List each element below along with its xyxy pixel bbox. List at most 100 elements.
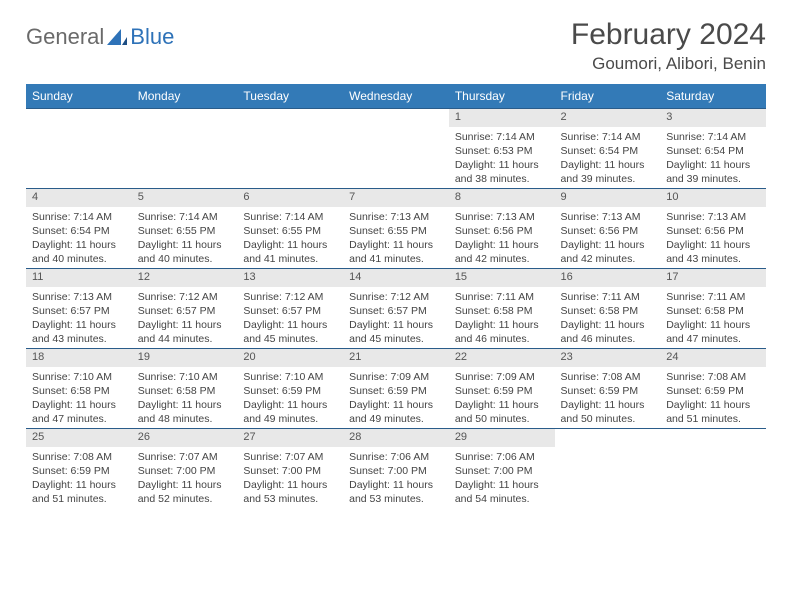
daylight-text: Daylight: 11 hours and 43 minutes. xyxy=(32,318,126,346)
daylight-text: Daylight: 11 hours and 41 minutes. xyxy=(349,238,443,266)
sunset-text: Sunset: 6:54 PM xyxy=(32,224,126,238)
day-detail-cell xyxy=(132,127,238,189)
location-text: Goumori, Alibori, Benin xyxy=(571,54,766,74)
weekday-header-row: Sunday Monday Tuesday Wednesday Thursday… xyxy=(26,84,766,109)
sunset-text: Sunset: 6:57 PM xyxy=(243,304,337,318)
day-number-cell: 14 xyxy=(343,269,449,287)
sunset-text: Sunset: 6:56 PM xyxy=(561,224,655,238)
sunrise-text: Sunrise: 7:11 AM xyxy=(455,290,549,304)
sunrise-text: Sunrise: 7:11 AM xyxy=(561,290,655,304)
day-detail-cell: Sunrise: 7:09 AMSunset: 6:59 PMDaylight:… xyxy=(343,367,449,429)
sunrise-text: Sunrise: 7:07 AM xyxy=(138,450,232,464)
month-title: February 2024 xyxy=(571,18,766,52)
sunrise-text: Sunrise: 7:08 AM xyxy=(666,370,760,384)
sunrise-text: Sunrise: 7:12 AM xyxy=(243,290,337,304)
brand-logo: General Blue xyxy=(26,18,174,50)
daylight-text: Daylight: 11 hours and 53 minutes. xyxy=(243,478,337,506)
daylight-text: Daylight: 11 hours and 51 minutes. xyxy=(32,478,126,506)
day-detail-cell: Sunrise: 7:14 AMSunset: 6:54 PMDaylight:… xyxy=(26,207,132,269)
sunrise-text: Sunrise: 7:08 AM xyxy=(561,370,655,384)
sunset-text: Sunset: 6:56 PM xyxy=(666,224,760,238)
day-detail-cell: Sunrise: 7:09 AMSunset: 6:59 PMDaylight:… xyxy=(449,367,555,429)
day-detail-cell xyxy=(343,127,449,189)
daylight-text: Daylight: 11 hours and 53 minutes. xyxy=(349,478,443,506)
sunrise-text: Sunrise: 7:14 AM xyxy=(666,130,760,144)
day-detail-cell: Sunrise: 7:11 AMSunset: 6:58 PMDaylight:… xyxy=(555,287,661,349)
day-number-cell: 6 xyxy=(237,189,343,207)
daylight-text: Daylight: 11 hours and 46 minutes. xyxy=(455,318,549,346)
daylight-text: Daylight: 11 hours and 39 minutes. xyxy=(666,158,760,186)
day-detail-cell: Sunrise: 7:12 AMSunset: 6:57 PMDaylight:… xyxy=(343,287,449,349)
daylight-text: Daylight: 11 hours and 42 minutes. xyxy=(561,238,655,266)
day-detail-cell: Sunrise: 7:13 AMSunset: 6:55 PMDaylight:… xyxy=(343,207,449,269)
day-number-cell: 18 xyxy=(26,349,132,367)
sunrise-text: Sunrise: 7:09 AM xyxy=(455,370,549,384)
calendar-table: Sunday Monday Tuesday Wednesday Thursday… xyxy=(26,84,766,509)
brand-part2: Blue xyxy=(130,24,174,50)
day-detail-cell: Sunrise: 7:14 AMSunset: 6:54 PMDaylight:… xyxy=(555,127,661,189)
day-number-cell: 12 xyxy=(132,269,238,287)
daylight-text: Daylight: 11 hours and 47 minutes. xyxy=(32,398,126,426)
sunset-text: Sunset: 6:53 PM xyxy=(455,144,549,158)
day-number-cell xyxy=(26,109,132,127)
daylight-text: Daylight: 11 hours and 38 minutes. xyxy=(455,158,549,186)
day-detail-cell: Sunrise: 7:08 AMSunset: 6:59 PMDaylight:… xyxy=(26,447,132,509)
day-number-cell: 26 xyxy=(132,429,238,447)
day-number-cell: 13 xyxy=(237,269,343,287)
sunset-text: Sunset: 6:57 PM xyxy=(138,304,232,318)
day-number-cell xyxy=(343,109,449,127)
day-number-cell xyxy=(132,109,238,127)
sunset-text: Sunset: 6:54 PM xyxy=(561,144,655,158)
sunrise-text: Sunrise: 7:11 AM xyxy=(666,290,760,304)
calendar-body: 123Sunrise: 7:14 AMSunset: 6:53 PMDaylig… xyxy=(26,109,766,509)
sunset-text: Sunset: 6:55 PM xyxy=(243,224,337,238)
brand-part1: General xyxy=(26,24,104,50)
daylight-text: Daylight: 11 hours and 50 minutes. xyxy=(455,398,549,426)
sunrise-text: Sunrise: 7:10 AM xyxy=(32,370,126,384)
day-number-row: 18192021222324 xyxy=(26,349,766,367)
daylight-text: Daylight: 11 hours and 45 minutes. xyxy=(349,318,443,346)
day-number-cell: 7 xyxy=(343,189,449,207)
day-detail-cell xyxy=(237,127,343,189)
weekday-header: Monday xyxy=(132,84,238,109)
day-detail-cell: Sunrise: 7:11 AMSunset: 6:58 PMDaylight:… xyxy=(660,287,766,349)
day-detail-row: Sunrise: 7:08 AMSunset: 6:59 PMDaylight:… xyxy=(26,447,766,509)
sunrise-text: Sunrise: 7:06 AM xyxy=(349,450,443,464)
daylight-text: Daylight: 11 hours and 42 minutes. xyxy=(455,238,549,266)
day-detail-cell: Sunrise: 7:13 AMSunset: 6:56 PMDaylight:… xyxy=(555,207,661,269)
day-number-cell: 3 xyxy=(660,109,766,127)
day-detail-row: Sunrise: 7:10 AMSunset: 6:58 PMDaylight:… xyxy=(26,367,766,429)
day-detail-cell: Sunrise: 7:07 AMSunset: 7:00 PMDaylight:… xyxy=(132,447,238,509)
day-number-cell: 20 xyxy=(237,349,343,367)
sunrise-text: Sunrise: 7:08 AM xyxy=(32,450,126,464)
day-detail-cell: Sunrise: 7:14 AMSunset: 6:53 PMDaylight:… xyxy=(449,127,555,189)
day-detail-row: Sunrise: 7:14 AMSunset: 6:53 PMDaylight:… xyxy=(26,127,766,189)
day-detail-cell: Sunrise: 7:13 AMSunset: 6:56 PMDaylight:… xyxy=(660,207,766,269)
day-detail-cell: Sunrise: 7:06 AMSunset: 7:00 PMDaylight:… xyxy=(449,447,555,509)
day-detail-cell: Sunrise: 7:12 AMSunset: 6:57 PMDaylight:… xyxy=(237,287,343,349)
day-number-cell: 8 xyxy=(449,189,555,207)
sunset-text: Sunset: 6:57 PM xyxy=(32,304,126,318)
day-detail-cell: Sunrise: 7:13 AMSunset: 6:57 PMDaylight:… xyxy=(26,287,132,349)
day-number-cell: 17 xyxy=(660,269,766,287)
daylight-text: Daylight: 11 hours and 50 minutes. xyxy=(561,398,655,426)
day-number-cell: 19 xyxy=(132,349,238,367)
daylight-text: Daylight: 11 hours and 46 minutes. xyxy=(561,318,655,346)
sunset-text: Sunset: 6:58 PM xyxy=(666,304,760,318)
page-header: General Blue February 2024 Goumori, Alib… xyxy=(26,18,766,74)
sunrise-text: Sunrise: 7:14 AM xyxy=(32,210,126,224)
day-number-row: 11121314151617 xyxy=(26,269,766,287)
day-number-cell xyxy=(555,429,661,447)
day-detail-cell: Sunrise: 7:11 AMSunset: 6:58 PMDaylight:… xyxy=(449,287,555,349)
day-number-cell: 27 xyxy=(237,429,343,447)
day-number-cell: 4 xyxy=(26,189,132,207)
day-number-cell: 22 xyxy=(449,349,555,367)
sail-icon xyxy=(107,29,127,45)
sunset-text: Sunset: 7:00 PM xyxy=(138,464,232,478)
weekday-header: Sunday xyxy=(26,84,132,109)
daylight-text: Daylight: 11 hours and 47 minutes. xyxy=(666,318,760,346)
sunset-text: Sunset: 6:55 PM xyxy=(349,224,443,238)
day-detail-cell: Sunrise: 7:10 AMSunset: 6:58 PMDaylight:… xyxy=(132,367,238,429)
daylight-text: Daylight: 11 hours and 40 minutes. xyxy=(138,238,232,266)
day-detail-cell: Sunrise: 7:07 AMSunset: 7:00 PMDaylight:… xyxy=(237,447,343,509)
